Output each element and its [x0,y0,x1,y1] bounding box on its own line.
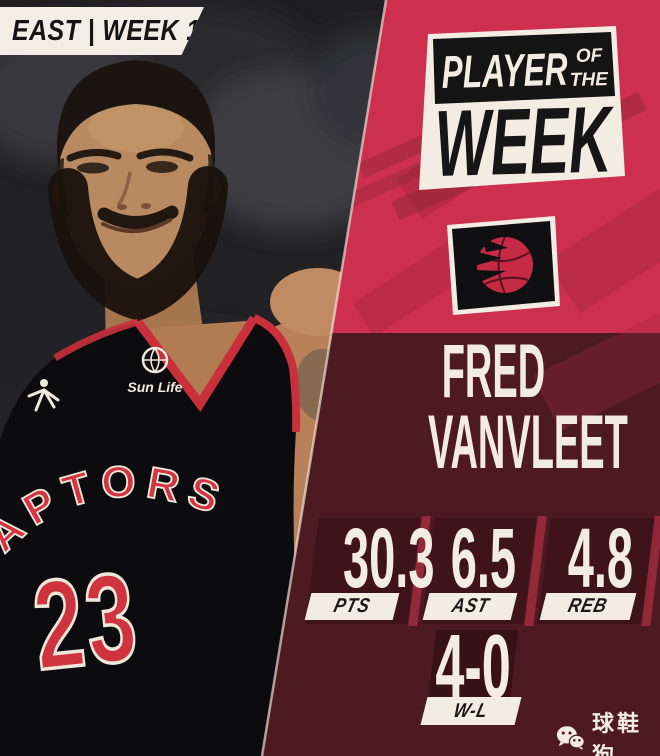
stat-ast-label: AST [422,593,518,620]
player-jersey: Sun Life APTORS 23 [0,314,308,756]
raptors-ball-icon [470,236,533,294]
sponsor-text: Sun Life [127,379,182,395]
potw-of-text: OF [576,45,604,67]
player-head [48,60,228,322]
potw-player-text: PLAYER [441,43,568,98]
player-first-name: FRED [441,329,545,414]
record-value: 4-0 [435,617,511,717]
potw-the-text: THE [570,69,610,91]
wechat-icon [556,726,585,750]
sunlife-patch: Sun Life [127,346,183,395]
stat-reb-value: 4.8 [567,511,634,605]
jumpman-logo [27,379,60,412]
potw-week-text: WEEK [434,86,617,194]
potw-badge: PLAYER OF THE WEEK [419,26,625,194]
watermark: 球鞋狗 [556,706,660,756]
watermark-text: 球鞋狗 [592,711,643,756]
potw-top-box [433,32,615,104]
jersey-number: 23 [27,545,145,696]
record-label: W-L [420,697,522,725]
east-week-badge: EAST | WEEK 12 [0,7,204,55]
player-name: FRED VANVLEET [328,329,658,485]
stat-reb-label: REB [539,593,637,620]
east-week-label: EAST | WEEK 12 [12,14,215,47]
stat-ast-value: 6.5 [450,511,517,605]
raptors-logo [447,216,560,315]
stat-pts-label: PTS [304,593,400,620]
stat-pts-value: 30.3 [342,511,435,605]
player-last-name: VANVLEET [427,400,628,485]
